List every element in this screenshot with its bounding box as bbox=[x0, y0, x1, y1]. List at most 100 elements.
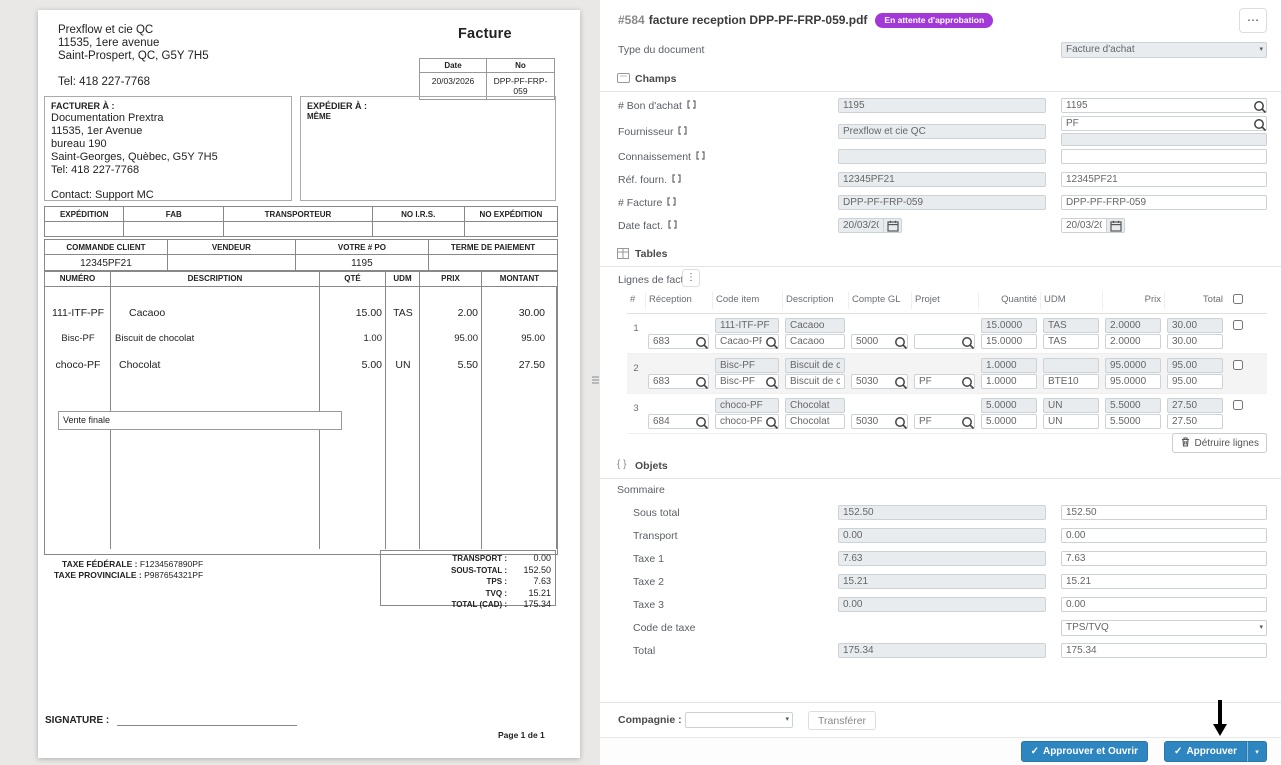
search-icon[interactable] bbox=[1253, 100, 1267, 114]
total-input[interactable] bbox=[1167, 414, 1223, 429]
quantite-input[interactable] bbox=[981, 374, 1037, 389]
row-select-checkbox[interactable] bbox=[1233, 400, 1243, 410]
prix-input[interactable] bbox=[1105, 374, 1161, 389]
fournisseur-label: Fournisseur bbox=[618, 126, 674, 138]
projet-input[interactable] bbox=[914, 374, 975, 389]
tax-code-select[interactable]: TPS/TVQ ▾ bbox=[1061, 620, 1267, 636]
section-champs: Champs bbox=[600, 68, 1281, 92]
total-input[interactable] bbox=[1167, 334, 1223, 349]
transfer-button[interactable]: Transférer bbox=[808, 711, 877, 730]
search-icon[interactable] bbox=[765, 376, 779, 390]
code-item-input[interactable] bbox=[715, 334, 779, 349]
fournisseur-input[interactable] bbox=[1061, 116, 1267, 131]
shipping-info-table: EXPÉDITION FAB TRANSPORTEUR NO I.R.S. NO… bbox=[44, 206, 558, 237]
approve-button[interactable]: ✓ Approuver bbox=[1164, 741, 1247, 762]
search-icon[interactable] bbox=[961, 376, 975, 390]
date-fact-label: Date fact. bbox=[618, 220, 663, 232]
taxe1-input[interactable] bbox=[1061, 551, 1267, 566]
col-votre-po: VOTRE # PO bbox=[296, 240, 429, 254]
panel-resize-handle[interactable] bbox=[592, 375, 599, 385]
more-options-button[interactable]: ⋯ bbox=[1239, 8, 1267, 33]
udm-input[interactable] bbox=[1043, 334, 1099, 349]
invoice-totals-box: TRANSPORT : 0.00 SOUS-TOTAL : 152.50 TPS :… bbox=[380, 550, 556, 609]
company-select[interactable]: ▾ bbox=[685, 712, 793, 728]
date-fact-extracted-input bbox=[838, 218, 884, 233]
expand-field-icon[interactable] bbox=[668, 220, 677, 229]
facture-input[interactable] bbox=[1061, 195, 1267, 210]
bon-achat-input[interactable] bbox=[1061, 98, 1267, 113]
search-icon[interactable] bbox=[765, 336, 779, 350]
connaissement-input[interactable] bbox=[1061, 149, 1267, 164]
code-item-input[interactable] bbox=[715, 414, 779, 429]
search-icon[interactable] bbox=[765, 416, 779, 430]
tvq-label: TVQ : bbox=[485, 588, 507, 598]
expand-field-icon[interactable] bbox=[667, 197, 676, 206]
ref-fourn-input[interactable] bbox=[1061, 172, 1267, 187]
udm-input[interactable] bbox=[1043, 374, 1099, 389]
expand-field-icon[interactable] bbox=[687, 100, 696, 109]
calendar-icon[interactable] bbox=[1107, 218, 1125, 233]
document-form-panel: #584 facture reception DPP-PF-FRP-059.pdf… bbox=[600, 0, 1281, 765]
compte-gl-input[interactable] bbox=[851, 374, 908, 389]
prix-input[interactable] bbox=[1105, 334, 1161, 349]
expand-field-icon[interactable] bbox=[678, 126, 688, 135]
col-transporteur: TRANSPORTEUR bbox=[224, 207, 373, 221]
search-icon[interactable] bbox=[1253, 118, 1267, 132]
search-icon[interactable] bbox=[894, 416, 908, 430]
approve-and-open-button[interactable]: ✓ Approuver et Ouvrir bbox=[1020, 741, 1148, 762]
search-icon[interactable] bbox=[695, 336, 709, 350]
invoice-item-row: Bisc-PF Biscuit de chocolat 1.00 95.00 9… bbox=[61, 333, 545, 344]
quantite-input[interactable] bbox=[981, 334, 1037, 349]
sous-total-input[interactable] bbox=[1061, 505, 1267, 520]
date-fact-input[interactable] bbox=[1061, 218, 1107, 233]
expand-field-icon[interactable] bbox=[672, 174, 681, 183]
select-all-checkbox[interactable] bbox=[1233, 294, 1243, 304]
search-icon[interactable] bbox=[894, 336, 908, 350]
col-numero: NUMÉRO bbox=[45, 271, 111, 286]
quantite-extracted bbox=[981, 318, 1037, 333]
prix-extracted bbox=[1105, 318, 1161, 333]
field-icon bbox=[617, 73, 630, 86]
search-icon[interactable] bbox=[894, 376, 908, 390]
reception-input[interactable] bbox=[648, 414, 709, 429]
total-input[interactable] bbox=[1167, 374, 1223, 389]
code-item-extracted bbox=[715, 358, 779, 373]
reception-input[interactable] bbox=[648, 374, 709, 389]
search-icon[interactable] bbox=[695, 376, 709, 390]
udm-extracted bbox=[1043, 318, 1099, 333]
prix-input[interactable] bbox=[1105, 414, 1161, 429]
lines-table-menu-button[interactable]: ⋮ bbox=[682, 269, 700, 287]
taxe3-input[interactable] bbox=[1061, 597, 1267, 612]
search-icon[interactable] bbox=[961, 416, 975, 430]
search-icon[interactable] bbox=[695, 416, 709, 430]
expand-field-icon[interactable] bbox=[696, 151, 705, 160]
calendar-icon[interactable] bbox=[884, 218, 902, 233]
cell-empty bbox=[465, 222, 557, 236]
approve-dropdown-toggle[interactable]: ▾ bbox=[1247, 741, 1267, 762]
section-tables-title: Tables bbox=[635, 248, 668, 260]
taxe2-input[interactable] bbox=[1061, 574, 1267, 589]
row-select-checkbox[interactable] bbox=[1233, 320, 1243, 330]
quantite-input[interactable] bbox=[981, 414, 1037, 429]
destroy-lines-button[interactable]: Détruire lignes bbox=[1171, 433, 1267, 453]
description-input[interactable] bbox=[785, 374, 845, 389]
compte-gl-input[interactable] bbox=[851, 334, 908, 349]
udm-input[interactable] bbox=[1043, 414, 1099, 429]
cell-empty bbox=[124, 222, 225, 236]
code-item-input[interactable] bbox=[715, 374, 779, 389]
compte-gl-input[interactable] bbox=[851, 414, 908, 429]
transport-input[interactable] bbox=[1061, 528, 1267, 543]
projet-input[interactable] bbox=[914, 334, 975, 349]
description-input[interactable] bbox=[785, 334, 845, 349]
row-select-checkbox[interactable] bbox=[1233, 360, 1243, 370]
col-udm: UDM bbox=[1040, 292, 1102, 309]
bill-to-line: bureau 190 bbox=[51, 138, 107, 150]
projet-input[interactable] bbox=[914, 414, 975, 429]
document-type-select[interactable]: Facture d'achat ▾ bbox=[1061, 42, 1267, 58]
description-input[interactable] bbox=[785, 414, 845, 429]
subtotal-value: 152.50 bbox=[523, 564, 551, 575]
search-icon[interactable] bbox=[961, 336, 975, 350]
total-input[interactable] bbox=[1061, 643, 1267, 658]
total-extracted-input bbox=[838, 643, 1046, 658]
reception-input[interactable] bbox=[648, 334, 709, 349]
